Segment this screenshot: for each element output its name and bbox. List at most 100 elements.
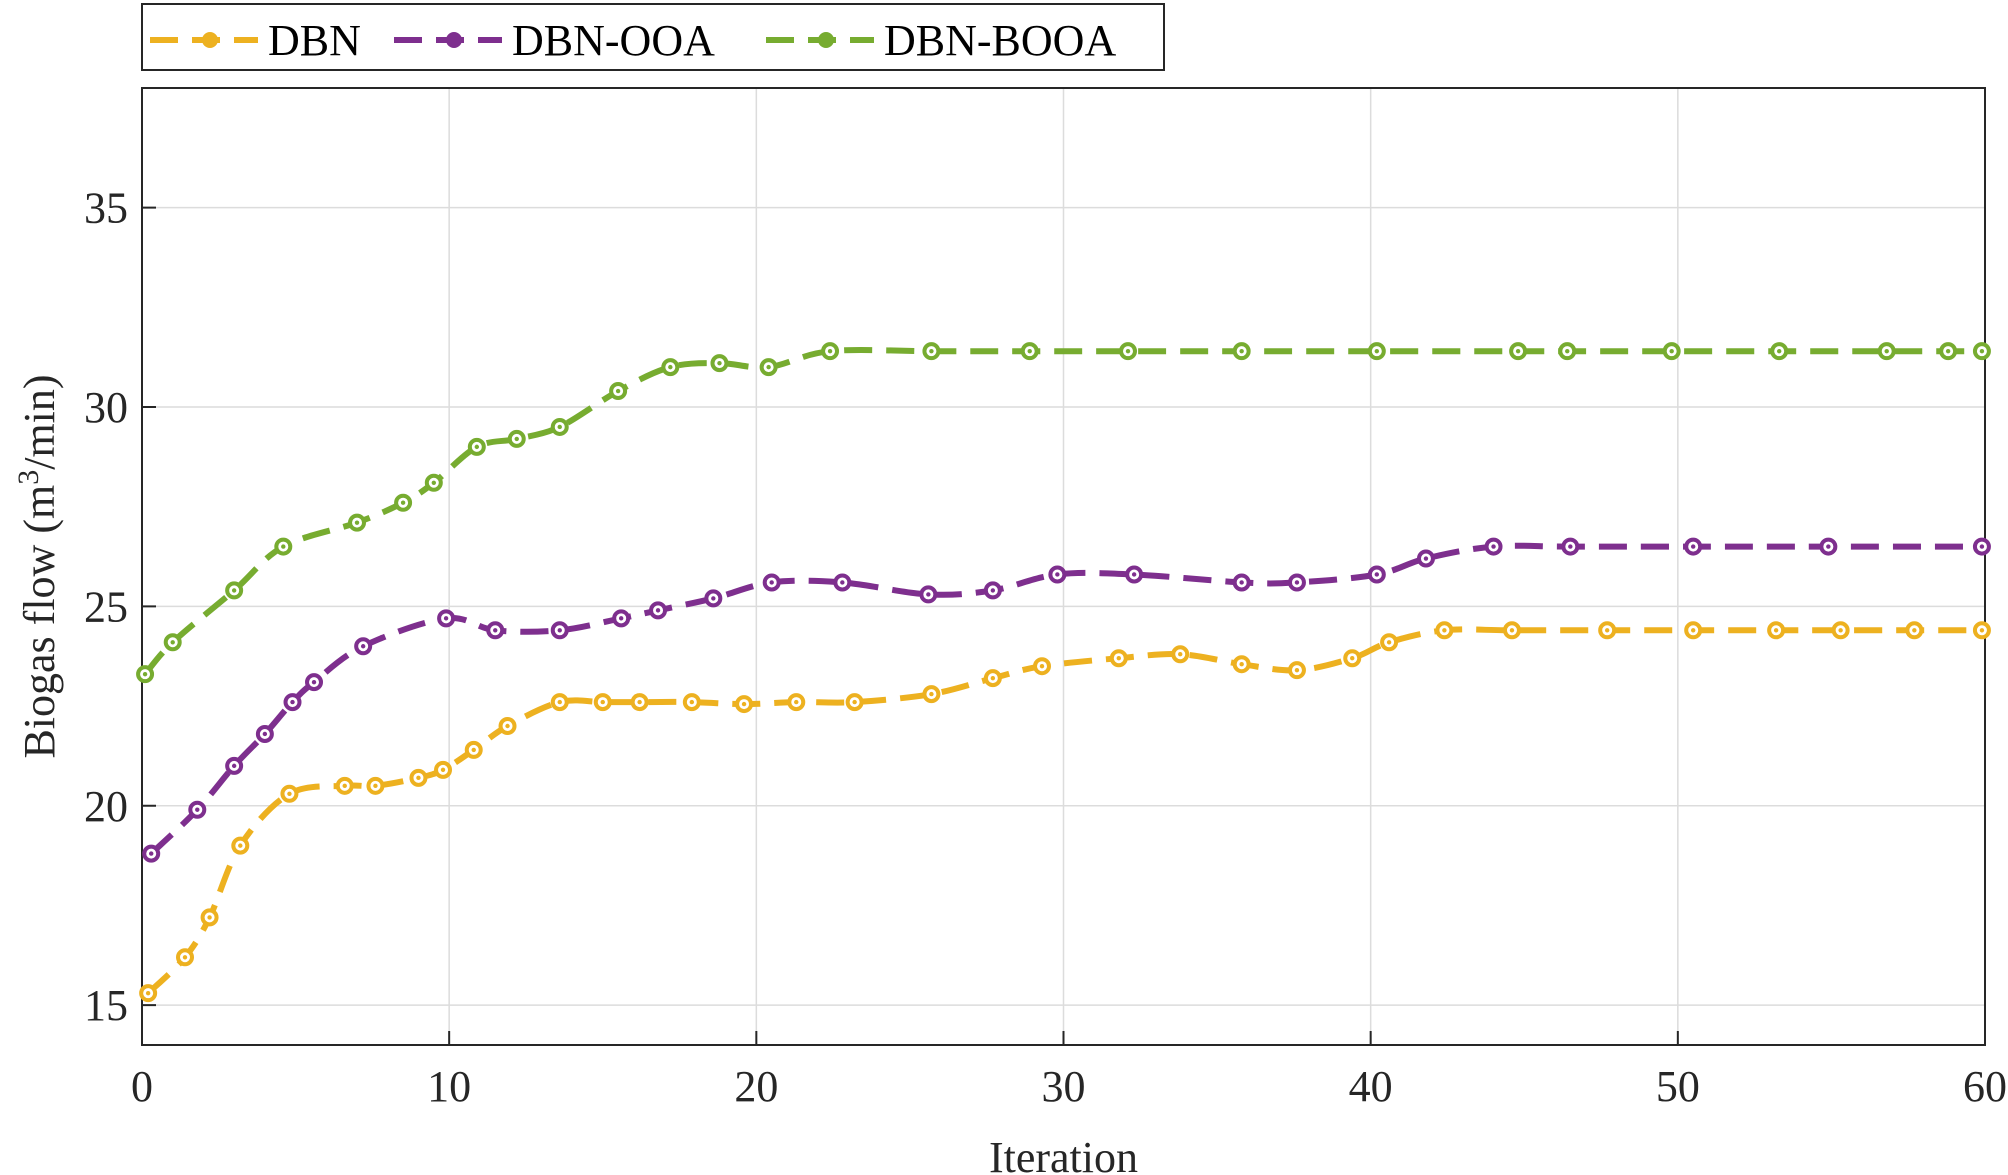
- y-tick-label: 20: [84, 782, 128, 831]
- data-point-dot-dbn-ooa: [1423, 556, 1429, 561]
- data-point-dot-dbn: [505, 723, 510, 729]
- data-point-dot-dbn-booa: [1374, 348, 1380, 354]
- data-point-dot-dbn: [929, 691, 934, 697]
- x-tick-label: 50: [1656, 1062, 1700, 1111]
- data-point-dot-dbn: [1039, 663, 1045, 669]
- data-point-dot-dbn: [1838, 628, 1843, 633]
- data-point-dot-dbn: [1979, 628, 1985, 633]
- data-point-dot-dbn-ooa: [311, 679, 317, 685]
- data-point-dot-dbn: [741, 701, 747, 707]
- data-point-dot-dbn: [1350, 656, 1355, 661]
- data-point-dot-dbn: [238, 843, 243, 848]
- data-point-dot-dbn-booa: [1515, 348, 1521, 354]
- data-point-dot-dbn: [416, 775, 421, 781]
- data-point-dot-dbn: [600, 699, 605, 705]
- data-point-dot-dbn-ooa: [1979, 544, 1985, 549]
- legend-label-dbn-ooa: DBN-OOA: [512, 16, 715, 65]
- y-tick-label: 25: [84, 582, 128, 631]
- data-point-dot-dbn-ooa: [195, 807, 200, 812]
- legend-label-dbn-booa: DBN-BOOA: [884, 16, 1116, 65]
- data-point-dot-dbn: [471, 747, 476, 753]
- data-point-dot-dbn-ooa: [1690, 544, 1696, 549]
- data-point-dot-dbn: [182, 955, 188, 960]
- data-point-dot-dbn-ooa: [926, 592, 931, 597]
- grid-lines: [141, 88, 1986, 1045]
- legend-marker-dbn-booa: [818, 32, 834, 48]
- data-point-dot-dbn-ooa: [840, 580, 845, 585]
- data-point-dot-dbn-ooa: [149, 851, 154, 856]
- data-point-dot-dbn-ooa: [360, 644, 366, 649]
- x-tick-label: 40: [1349, 1062, 1393, 1111]
- data-point-dot-dbn-booa: [1776, 348, 1782, 354]
- x-tick-label: 60: [1963, 1062, 2007, 1111]
- y-tick-label: 35: [84, 184, 128, 233]
- data-point-dot-dbn: [1116, 656, 1121, 661]
- series-dbn-booa: [136, 342, 1991, 684]
- data-point-dot-dbn-ooa: [655, 608, 661, 613]
- data-point-dot-dbn-booa: [1669, 348, 1674, 354]
- data-point-dot-dbn-ooa: [769, 580, 774, 585]
- data-point-dot-dbn-booa: [400, 500, 406, 505]
- data-point-dot-dbn-ooa: [990, 588, 996, 593]
- data-point-dot-dbn: [1912, 628, 1917, 633]
- legend-item-dbn-booa: DBN-BOOA: [766, 16, 1116, 65]
- data-point-dot-dbn-ooa: [493, 628, 498, 633]
- y-axis-title: Biogas flow (m3/min): [12, 374, 64, 758]
- data-point-dot-dbn: [440, 767, 446, 773]
- y-axis-title-tail: /min): [15, 374, 64, 469]
- data-point-dot-dbn: [852, 699, 857, 705]
- data-point-dot-dbn-ooa: [231, 763, 237, 769]
- data-point-dot-dbn-booa: [1027, 348, 1032, 354]
- data-point-dot-dbn-booa: [231, 588, 237, 593]
- x-tick-label: 20: [734, 1062, 778, 1111]
- data-point-dot-dbn-booa: [1945, 348, 1951, 354]
- data-point-dot-dbn-booa: [668, 364, 673, 370]
- data-point-dot-dbn-booa: [557, 424, 562, 430]
- data-point-dot-dbn: [1442, 628, 1447, 633]
- data-point-dot-dbn-booa: [514, 436, 519, 442]
- data-point-dot-dbn: [1604, 628, 1610, 633]
- data-point-dot-dbn-booa: [827, 348, 833, 354]
- data-point-dot-dbn: [342, 783, 347, 789]
- y-axis-title-superscript: 3: [12, 470, 45, 485]
- legend-item-dbn: DBN: [150, 16, 361, 65]
- data-point-dot-dbn: [1509, 628, 1515, 633]
- data-point-dot-dbn: [1239, 661, 1244, 667]
- data-point-dot-dbn: [1386, 640, 1392, 645]
- data-point-dot-dbn: [557, 699, 562, 705]
- data-point-dot-dbn-ooa: [1374, 572, 1380, 577]
- data-point-dot-dbn-booa: [1565, 348, 1570, 354]
- data-point-dot-dbn: [1690, 628, 1696, 633]
- data-point-dot-dbn: [990, 675, 996, 681]
- data-point-dot-dbn-booa: [1125, 348, 1131, 354]
- data-point-dot-dbn: [1178, 652, 1183, 657]
- data-point-dot-dbn-booa: [474, 444, 480, 450]
- legend-marker-dbn: [202, 32, 218, 48]
- data-point-dot-dbn-ooa: [1131, 572, 1137, 577]
- series-dbn: [139, 621, 1991, 1003]
- data-point-dot-dbn-booa: [354, 520, 360, 525]
- data-point-dot-dbn: [207, 915, 212, 920]
- legend-marker-dbn-ooa: [446, 32, 462, 48]
- series-line-dbn-booa: [142, 347, 1982, 677]
- data-point-dot-dbn-booa: [1979, 348, 1985, 354]
- data-point-dot-dbn-ooa: [557, 628, 562, 633]
- data-point-dot-dbn-booa: [281, 544, 286, 549]
- x-tick-label: 30: [1042, 1062, 1086, 1111]
- y-tick-label: 15: [84, 981, 128, 1030]
- data-point-dot-dbn-booa: [142, 671, 148, 677]
- data-point-dot-dbn-booa: [929, 348, 934, 354]
- y-tick-label: 30: [84, 383, 128, 432]
- data-point-dot-dbn-ooa: [1568, 544, 1573, 549]
- legend: DBN DBN-OOA DBN-BOOA: [141, 3, 1165, 71]
- data-point-dot-dbn: [794, 699, 799, 705]
- data-point-dot-dbn-ooa: [443, 616, 449, 621]
- data-point-dot-dbn: [689, 699, 695, 705]
- legend-item-dbn-ooa: DBN-OOA: [394, 16, 715, 65]
- data-point-dot-dbn-ooa: [290, 699, 295, 705]
- data-point-dot-dbn-ooa: [711, 596, 716, 601]
- data-point-dot-dbn: [373, 783, 378, 789]
- data-point-dot-dbn-booa: [1239, 348, 1244, 354]
